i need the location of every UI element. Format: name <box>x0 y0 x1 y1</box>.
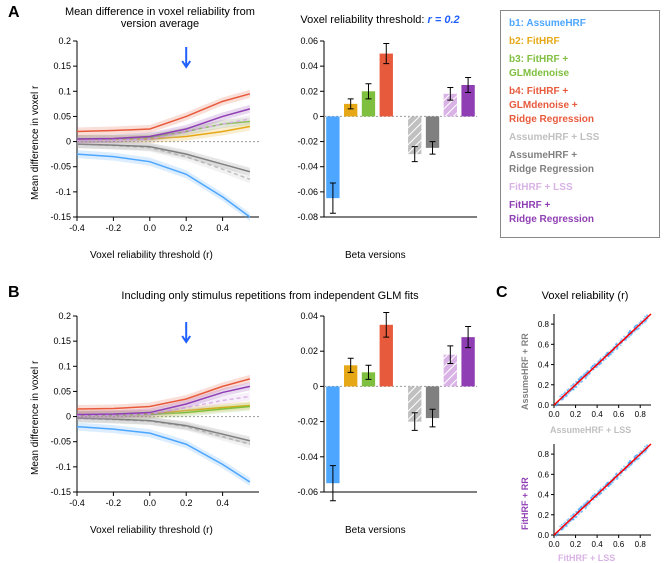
svg-text:-0.4: -0.4 <box>69 498 85 508</box>
svg-text:0.8: 0.8 <box>635 540 647 549</box>
legend-item-b1: b1: AssumeHRF <box>509 17 651 31</box>
panel-c-scatter2-ylabel: FitHRF + RR <box>520 477 530 530</box>
svg-text:0.1: 0.1 <box>58 86 71 96</box>
svg-text:0.04: 0.04 <box>300 61 318 71</box>
legend-item-rr2: FitHRF +Ridge Regression <box>509 199 651 227</box>
svg-text:0: 0 <box>66 412 71 422</box>
panel-b-line-xlabel: Voxel reliability threshold (r) <box>90 525 213 536</box>
legend-item-lss2: FitHRF + LSS <box>509 181 651 195</box>
svg-text:0.2: 0.2 <box>180 498 193 508</box>
panel-c-scatter1-xlabel: AssumeHRF + LSS <box>550 425 631 435</box>
svg-text:0.1: 0.1 <box>58 361 71 371</box>
svg-text:-0.06: -0.06 <box>297 487 318 497</box>
svg-text:-0.02: -0.02 <box>297 417 318 427</box>
svg-text:0.6: 0.6 <box>538 340 550 349</box>
svg-text:-0.05: -0.05 <box>50 162 71 172</box>
panel-b-bar-xlabel: Beta versions <box>345 525 406 536</box>
svg-text:0.15: 0.15 <box>53 61 71 71</box>
svg-text:-0.1: -0.1 <box>55 187 71 197</box>
legend-box: b1: AssumeHRF b2: FitHRF b3: FitHRF +GLMde… <box>500 10 660 238</box>
svg-text:0.6: 0.6 <box>613 410 625 419</box>
svg-text:0.8: 0.8 <box>538 320 550 329</box>
svg-text:-0.05: -0.05 <box>50 437 71 447</box>
svg-text:0.02: 0.02 <box>300 346 318 356</box>
svg-text:0.04: 0.04 <box>300 311 318 321</box>
panel-c-scatter-1: 0.00.0 0.2 0.2 0.4 0.4 0.6 0.6 0.8 0.8 <box>530 310 655 425</box>
svg-text:0.02: 0.02 <box>300 86 318 96</box>
svg-text:0.2: 0.2 <box>570 410 582 419</box>
svg-text:0.8: 0.8 <box>635 410 647 419</box>
legend-item-rr1: AssumeHRF +Ridge Regression <box>509 149 651 177</box>
svg-text:0: 0 <box>313 381 318 391</box>
panel-c-scatter2-xlabel: FitHRF + LSS <box>558 553 615 563</box>
svg-text:0.4: 0.4 <box>216 498 229 508</box>
svg-text:-0.4: -0.4 <box>69 223 85 233</box>
svg-text:0.6: 0.6 <box>613 540 625 549</box>
svg-text:-0.15: -0.15 <box>50 487 71 497</box>
svg-text:0.6: 0.6 <box>538 470 550 479</box>
panel-b-line-ylabel: Mean difference in voxel r <box>30 361 41 475</box>
svg-text:-0.08: -0.08 <box>297 212 318 222</box>
svg-text:0: 0 <box>66 137 71 147</box>
panel-b-title: Including only stimulus repetitions from… <box>60 290 480 302</box>
svg-text:0.4: 0.4 <box>592 540 604 549</box>
svg-text:0.8: 0.8 <box>538 450 550 459</box>
svg-text:-0.2: -0.2 <box>106 223 122 233</box>
svg-text:0.4: 0.4 <box>538 491 550 500</box>
svg-text:0.05: 0.05 <box>53 386 71 396</box>
legend-item-b4: b4: FitHRF +GLMdenoise +Ridge Regression <box>509 85 651 127</box>
svg-text:0.06: 0.06 <box>300 36 318 46</box>
svg-text:0.0: 0.0 <box>548 540 560 549</box>
svg-text:0.2: 0.2 <box>180 223 193 233</box>
svg-text:-0.04: -0.04 <box>297 452 318 462</box>
svg-text:0.05: 0.05 <box>53 111 71 121</box>
svg-text:0.2: 0.2 <box>570 540 582 549</box>
panel-a-bar-xlabel: Beta versions <box>345 250 406 261</box>
panel-c-scatter-2: 0.00.0 0.2 0.2 0.4 0.4 0.6 0.6 0.8 0.8 <box>530 440 655 555</box>
svg-text:0.4: 0.4 <box>216 223 229 233</box>
panel-c-scatter1-ylabel: AssumeHRF + RR <box>520 333 530 410</box>
svg-text:-0.1: -0.1 <box>55 462 71 472</box>
svg-text:0.2: 0.2 <box>538 381 550 390</box>
svg-text:-0.06: -0.06 <box>297 187 318 197</box>
panel-a-line-xlabel: Voxel reliability threshold (r) <box>90 250 213 261</box>
svg-text:0.15: 0.15 <box>53 336 71 346</box>
svg-text:0.0: 0.0 <box>538 401 550 410</box>
svg-text:0.0: 0.0 <box>548 410 560 419</box>
svg-text:-0.04: -0.04 <box>297 162 318 172</box>
panel-c-label: C <box>496 284 508 302</box>
svg-text:-0.2: -0.2 <box>106 498 122 508</box>
svg-text:0.2: 0.2 <box>538 511 550 520</box>
svg-text:-0.15: -0.15 <box>50 212 71 222</box>
svg-text:0.2: 0.2 <box>58 36 71 46</box>
panel-a-line-ylabel: Mean difference in voxel r <box>30 86 41 200</box>
legend-item-lss1: AssumeHRF + LSS <box>509 131 651 145</box>
svg-text:0.2: 0.2 <box>58 311 71 321</box>
svg-text:0: 0 <box>313 111 318 121</box>
panel-b-line-chart: -0.4 -0.2 0.0 0.2 0.4 -0.15 -0.1 -0.05 0 0.05 0.1 0… <box>45 310 265 520</box>
svg-text:0.0: 0.0 <box>538 531 550 540</box>
legend-item-b2: b2: FitHRF <box>509 35 651 49</box>
panel-a-line-title: Mean difference in voxel reliability fro… <box>60 6 260 30</box>
panel-b-bar-chart: -0.06 -0.04 -0.02 0 0.02 0.04 <box>288 310 483 520</box>
svg-text:-0.02: -0.02 <box>297 137 318 147</box>
svg-text:0.4: 0.4 <box>592 410 604 419</box>
panel-a-bar-chart: -0.08 -0.06 -0.04 -0.02 0 0.02 0.04 0.06 <box>288 35 483 245</box>
svg-text:0.0: 0.0 <box>144 223 157 233</box>
panel-c-title: Voxel reliability (r) <box>510 290 660 302</box>
panel-a-bar-title: Voxel reliability threshold: r = 0.2 <box>280 14 480 26</box>
panel-a-label: A <box>8 4 20 22</box>
panel-b-label: B <box>8 284 20 302</box>
svg-text:0.0: 0.0 <box>144 498 157 508</box>
panel-a-line-chart: -0.4 -0.2 0.0 0.2 0.4 -0.15 -0.1 -0.05 0 0.05 0.1 0… <box>45 35 265 245</box>
svg-text:0.4: 0.4 <box>538 361 550 370</box>
legend-item-b3: b3: FitHRF +GLMdenoise <box>509 53 651 81</box>
